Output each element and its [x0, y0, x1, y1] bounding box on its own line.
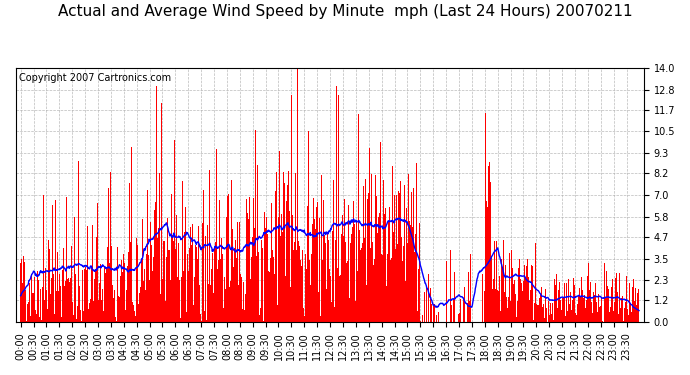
Text: Actual and Average Wind Speed by Minute  mph (Last 24 Hours) 20070211: Actual and Average Wind Speed by Minute …: [58, 4, 632, 19]
Text: Copyright 2007 Cartronics.com: Copyright 2007 Cartronics.com: [19, 73, 172, 83]
